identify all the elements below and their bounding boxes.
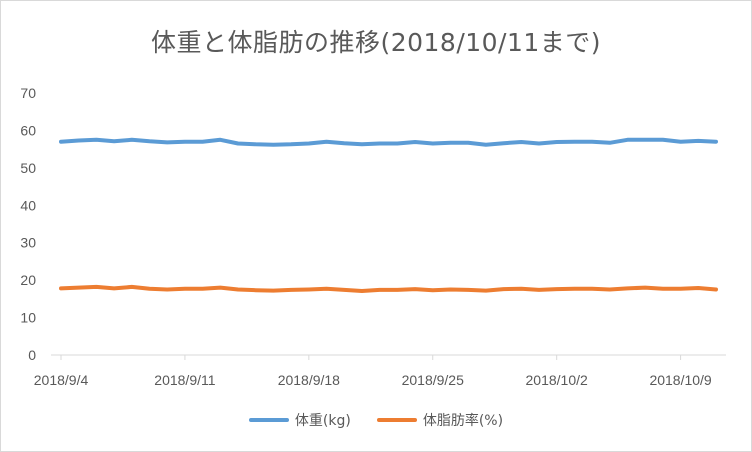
y-tick-label: 0 bbox=[28, 347, 36, 363]
series-line-2 bbox=[59, 284, 718, 293]
legend: 体重(kg) 体脂肪率(%) bbox=[1, 410, 751, 430]
y-tick-label: 50 bbox=[20, 160, 36, 176]
y-tick-label: 70 bbox=[20, 85, 36, 101]
y-tick-label: 10 bbox=[20, 310, 36, 326]
legend-item-2: 体脂肪率(%) bbox=[376, 410, 504, 430]
legend-label: 体重(kg) bbox=[294, 413, 351, 429]
legend-swatch bbox=[248, 418, 289, 422]
chart-title: 体重と体脂肪の推移(2018/10/11まで) bbox=[150, 28, 602, 57]
y-tick-label: 60 bbox=[20, 122, 36, 138]
x-tick-label: 2018/9/4 bbox=[34, 372, 89, 388]
y-tick-label: 30 bbox=[20, 235, 36, 251]
x-tick-label: 2018/9/25 bbox=[402, 372, 464, 388]
legend-label: 体脂肪率(%) bbox=[422, 413, 504, 429]
legend-item-1: 体重(kg) bbox=[248, 410, 351, 430]
x-tick-label: 2018/10/9 bbox=[649, 372, 711, 388]
plot-area: 0 10 20 30 40 50 60 70 2018/9/4 2018/9/11 2018/9/1… bbox=[20, 85, 726, 388]
y-tick-label: 20 bbox=[20, 272, 36, 288]
x-tick-label: 2018/9/18 bbox=[278, 372, 340, 388]
y-tick-label: 40 bbox=[20, 197, 36, 213]
series-line-1 bbox=[59, 137, 718, 147]
x-tick-label: 2018/10/2 bbox=[526, 372, 588, 388]
x-tick-label: 2018/9/11 bbox=[154, 372, 215, 388]
legend-swatch bbox=[376, 418, 417, 422]
